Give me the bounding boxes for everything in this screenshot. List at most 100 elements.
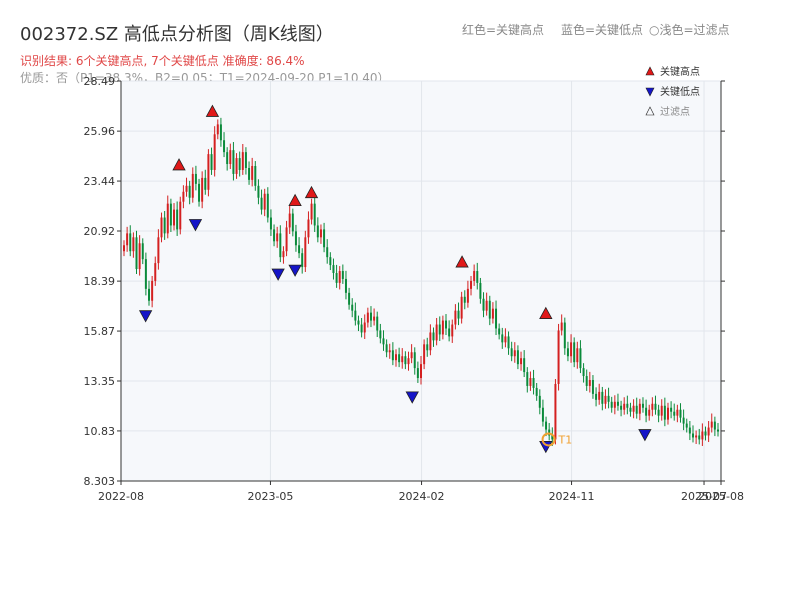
candle-body: [407, 358, 410, 365]
candle-body: [473, 271, 476, 281]
candle-body: [516, 350, 519, 365]
candle-body: [291, 213, 294, 232]
candle-body: [294, 231, 297, 246]
candle-body: [357, 320, 360, 325]
candle-body: [373, 316, 376, 321]
candle-body: [344, 278, 347, 293]
x-tick-label: 2024-02: [399, 490, 445, 503]
key-high-marker: [172, 158, 186, 171]
candle-body: [570, 342, 573, 357]
y-tick-label: 15.87: [84, 325, 116, 338]
candle-body: [154, 263, 157, 281]
candle-body: [710, 421, 713, 428]
candle-body: [701, 431, 704, 440]
key-low-marker: [638, 429, 652, 442]
candle-body: [641, 403, 644, 408]
candle-body: [369, 312, 372, 321]
axes-group: 28.49 25.96 23.44 20.92 18.39 15.87 13.35 10.83…: [84, 75, 744, 503]
candle-body: [545, 421, 548, 430]
y-tick-label: 23.44: [84, 175, 116, 188]
candle-body: [307, 219, 310, 238]
candle-body: [229, 150, 232, 165]
candle-body: [454, 310, 457, 325]
candle-body: [563, 322, 566, 349]
candle-body: [576, 348, 579, 363]
candle-body: [482, 298, 485, 311]
candle-body: [185, 185, 188, 192]
candle-body: [326, 247, 329, 258]
candle-body: [479, 282, 482, 299]
candle-body: [279, 233, 282, 258]
candle-body: [610, 401, 613, 408]
x-tick-label: 2023-05: [247, 490, 293, 503]
candle-body: [670, 407, 673, 412]
candle-body: [316, 225, 319, 238]
candle-body: [138, 243, 141, 270]
key-high-marker: [205, 104, 220, 117]
candle-body: [341, 271, 344, 279]
candle-body: [629, 407, 632, 412]
candle-body: [298, 245, 301, 254]
candle-body: [566, 348, 569, 357]
candle-body: [260, 197, 263, 210]
candle-body: [266, 193, 269, 218]
candle-body: [366, 312, 369, 323]
chart-title: 002372.SZ 高低点分析图（周K线图）: [20, 24, 334, 45]
candle-body: [504, 336, 507, 343]
candle-body: [176, 209, 179, 230]
candle-body: [557, 330, 560, 384]
candle-body: [310, 203, 313, 220]
candle-body: [573, 342, 576, 363]
y-tick-label: 25.96: [84, 125, 116, 138]
candle-body: [219, 124, 222, 141]
candle-body: [201, 177, 204, 202]
key-high-marker: [455, 255, 469, 268]
candle-body: [554, 383, 557, 440]
candle-body: [498, 328, 501, 335]
candle-body: [654, 403, 657, 410]
y-tick-label: 13.35: [84, 375, 116, 388]
candle-body: [285, 227, 288, 252]
candle-body: [157, 237, 160, 264]
candle-body: [288, 213, 291, 228]
y-tick-label: 18.39: [84, 275, 116, 288]
candle-body: [144, 259, 147, 289]
candle-body: [235, 158, 238, 174]
candle-body: [476, 271, 479, 283]
candle-body: [188, 185, 191, 198]
candle-body: [410, 352, 413, 359]
candle-body: [401, 356, 404, 363]
candle-body: [532, 378, 535, 388]
candle-body: [523, 358, 526, 373]
candle-body: [394, 354, 397, 361]
result-summary: 识别结果: 6个关键高点, 7个关键低点 准确度: 86.4%: [20, 54, 305, 68]
candle-body: [660, 405, 663, 416]
candle-body: [423, 344, 426, 365]
candle-body: [426, 344, 429, 351]
candle-body: [688, 427, 691, 434]
candle-body: [198, 183, 201, 202]
candle-body: [263, 193, 266, 210]
candle-body: [238, 158, 241, 170]
candle-body: [601, 391, 604, 404]
candle-body: [429, 332, 432, 351]
candle-body: [232, 150, 235, 174]
candle-body: [385, 344, 388, 353]
candle-body: [304, 237, 307, 268]
candle-body: [432, 332, 435, 341]
candle-body: [579, 348, 582, 369]
candle-body: [588, 380, 591, 386]
candle-body: [388, 350, 391, 353]
candle-body: [244, 152, 247, 168]
candle-body: [363, 322, 366, 333]
candle-body: [635, 405, 638, 414]
legend-red-note: 红色=关键高点: [462, 23, 545, 37]
candle-body: [538, 395, 541, 408]
candle-body: [607, 395, 610, 402]
candle-body: [585, 376, 588, 386]
candle-body: [216, 124, 219, 135]
candle-body: [213, 134, 216, 170]
candle-body: [488, 300, 491, 319]
legend-blue-note: 蓝色=关键低点: [561, 23, 644, 37]
t1-label: T1: [558, 433, 573, 446]
